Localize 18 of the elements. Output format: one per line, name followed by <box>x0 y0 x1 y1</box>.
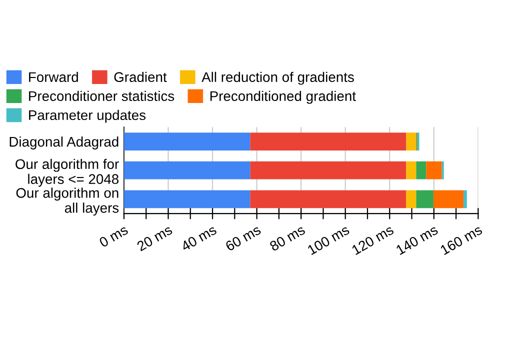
legend-label: Preconditioner statistics <box>29 90 174 102</box>
x-tick-label: 60 ms <box>224 224 262 252</box>
x-tick-label: 0 ms <box>98 224 129 248</box>
x-tick-label: 40 ms <box>180 224 218 252</box>
y-tick-label: Diagonal Adagrad <box>10 136 118 150</box>
legend-label: Forward <box>29 72 78 82</box>
y-tick-label: Our algorithm for layers <= 2048 <box>16 158 119 187</box>
legend-label: Gradient <box>114 72 167 82</box>
x-tick-label: 80 ms <box>269 224 306 252</box>
x-tick-label: 100 ms <box>307 224 350 256</box>
legend-label: Parameter updates <box>29 110 146 123</box>
legend-label: Preconditioned gradient <box>210 90 356 104</box>
x-tick-label: 20 ms <box>136 224 173 252</box>
x-tick-label: 120 ms <box>351 224 394 256</box>
y-tick-label: Our algorithm on all layers <box>16 188 119 216</box>
legend-label: All reduction of gradients <box>202 72 354 85</box>
x-tick-label: 140 ms <box>396 224 439 256</box>
x-tick-label: 160 ms <box>440 224 483 256</box>
